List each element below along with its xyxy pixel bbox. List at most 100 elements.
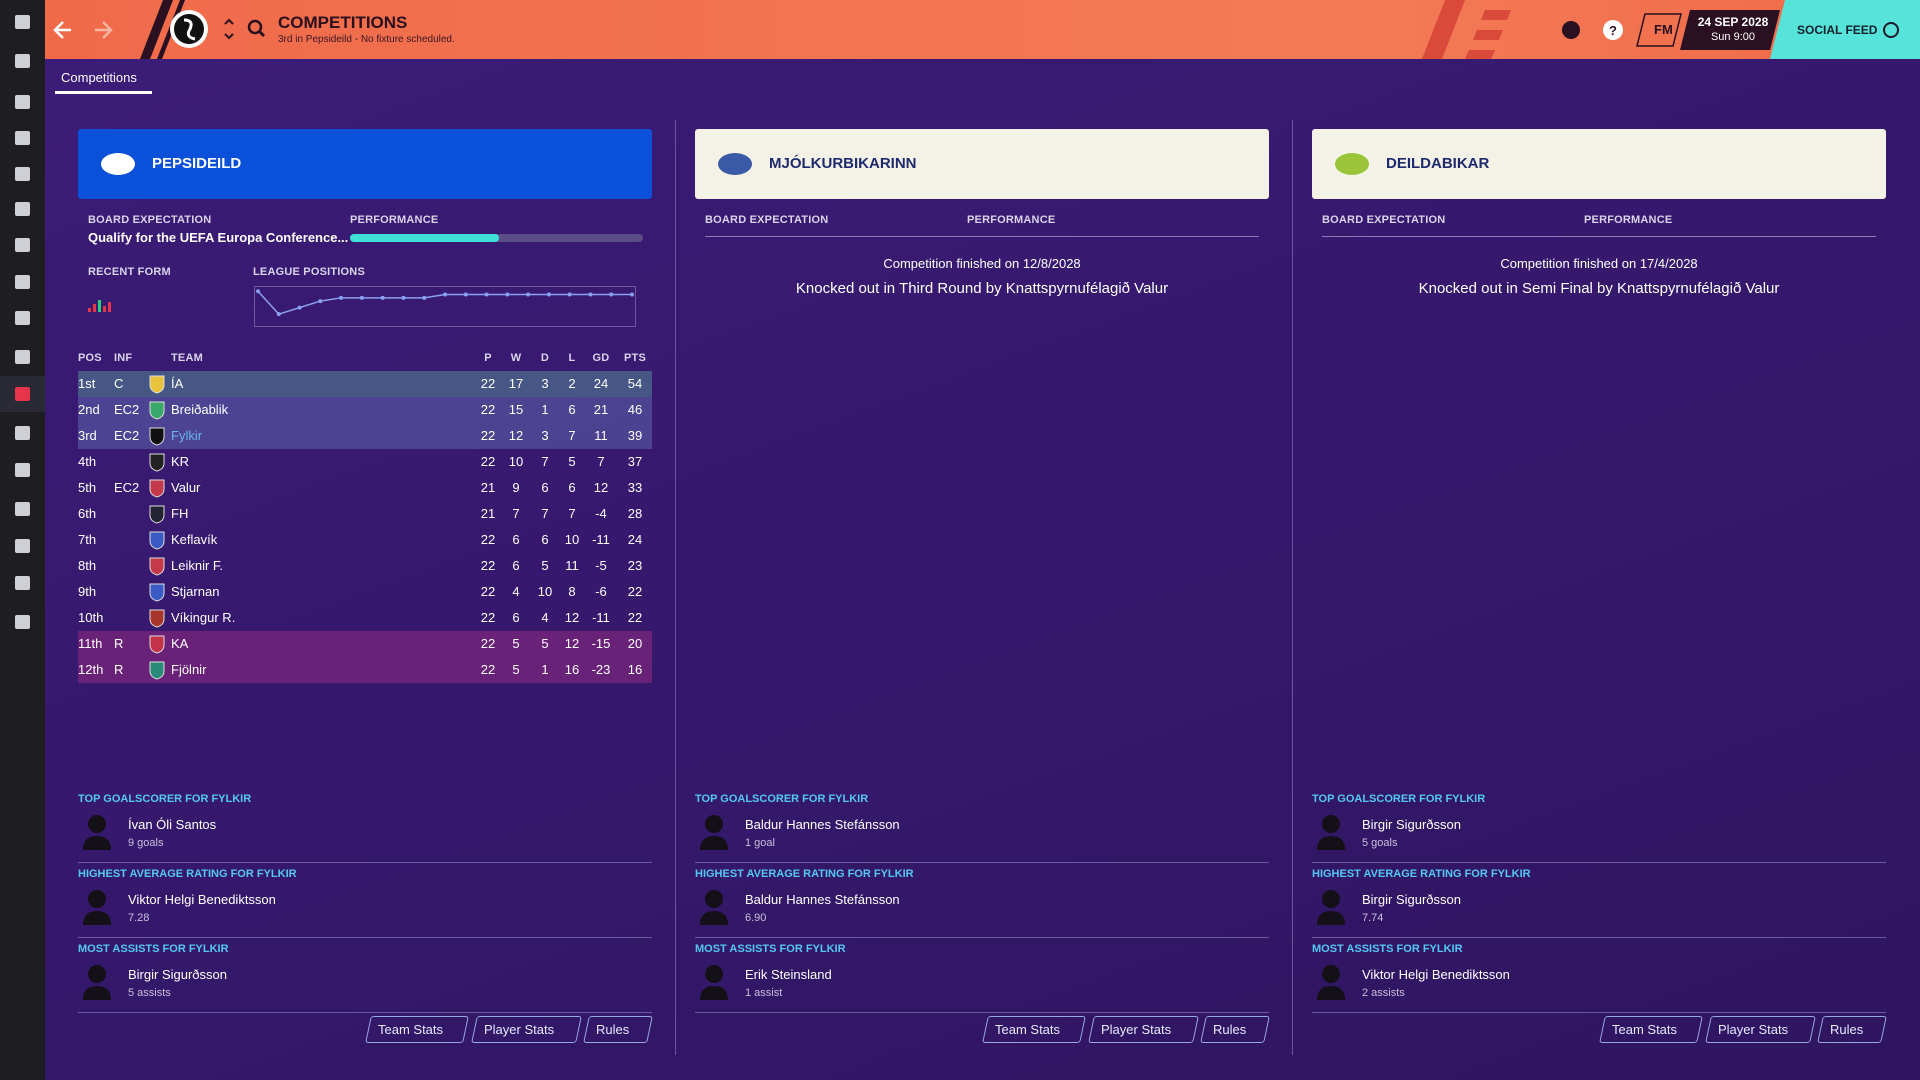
- tab[interactable]: Competitions: [61, 70, 137, 85]
- stat-title: TOP GOALSCORER FOR FYLKIR: [78, 793, 252, 805]
- brand[interactable]: FM: [1654, 22, 1673, 37]
- table-cell[interactable]: Breiðablik: [171, 402, 229, 417]
- player-name[interactable]: Birgir Sigurðsson: [128, 967, 227, 982]
- avatar-head: [1322, 890, 1340, 908]
- table-cell[interactable]: Fjölnir: [171, 662, 207, 677]
- table-cell[interactable]: KR: [171, 454, 190, 469]
- stat-button[interactable]: Team Stats: [365, 1016, 469, 1043]
- player-name[interactable]: Baldur Hannes Stefánsson: [745, 817, 900, 832]
- stat-title: MOST ASSISTS FOR FYLKIR: [695, 943, 846, 955]
- table-cell: 3rd: [78, 428, 97, 443]
- stat-button[interactable]: Player Stats: [1088, 1016, 1199, 1043]
- stat-button[interactable]: Player Stats: [471, 1016, 582, 1043]
- table-cell: -5: [595, 558, 607, 573]
- table-cell: 6: [568, 480, 576, 495]
- table-cell: 7: [512, 506, 520, 521]
- stat-separator: [1312, 937, 1886, 938]
- nav-icon: [15, 350, 30, 364]
- player-name[interactable]: Birgir Sigurðsson: [1362, 817, 1461, 832]
- table-cell: 12th: [78, 662, 104, 677]
- table-cell: 4th: [78, 454, 97, 469]
- table-header: GD: [592, 352, 610, 364]
- player-name[interactable]: Viktor Helgi Benediktsson: [128, 892, 276, 907]
- player-avatar: [83, 815, 111, 850]
- stat-button[interactable]: Team Stats: [1599, 1016, 1703, 1043]
- table-cell: 22: [480, 662, 496, 677]
- stat-button[interactable]: Player Stats: [1705, 1016, 1816, 1043]
- avatar-head: [705, 890, 723, 908]
- table-cell[interactable]: Keflavík: [171, 532, 218, 547]
- table-row[interactable]: [78, 397, 652, 423]
- button-label: Team Stats: [378, 1022, 444, 1037]
- player-name[interactable]: Erik Steinsland: [745, 967, 832, 982]
- nav-icon: [15, 131, 30, 145]
- table-cell: 6: [541, 532, 549, 547]
- table-cell[interactable]: Víkingur R.: [171, 610, 236, 625]
- table-cell[interactable]: Fylkir: [171, 428, 203, 443]
- table-cell: 22: [480, 636, 496, 651]
- table-cell: 1st: [78, 376, 96, 391]
- nav-icon: [15, 463, 30, 477]
- table-cell[interactable]: Valur: [171, 480, 201, 495]
- table-cell: 5th: [78, 480, 97, 495]
- table-header: D: [540, 352, 550, 364]
- table-row[interactable]: [78, 423, 652, 449]
- avatar-body: [700, 836, 728, 850]
- table-cell: 5: [512, 636, 520, 651]
- stat-separator: [1312, 1012, 1886, 1013]
- table-cell: 21: [480, 506, 496, 521]
- player-name[interactable]: Baldur Hannes Stefánsson: [745, 892, 900, 907]
- player-avatar: [1317, 890, 1345, 925]
- stat-detail: 5 assists: [128, 987, 171, 999]
- stat-button[interactable]: Team Stats: [982, 1016, 1086, 1043]
- table-row[interactable]: [78, 631, 652, 657]
- table-cell: 6: [512, 558, 520, 573]
- stat-separator: [1312, 862, 1886, 863]
- player-name[interactable]: Birgir Sigurðsson: [1362, 892, 1461, 907]
- table-cell: 7th: [78, 532, 97, 547]
- stat-button[interactable]: Rules: [1817, 1016, 1887, 1043]
- competition-header[interactable]: DEILDABIKAR: [1312, 129, 1886, 199]
- table-cell: 6: [541, 480, 549, 495]
- table-cell: 23: [627, 558, 643, 573]
- table-cell: C: [114, 376, 124, 391]
- table-cell: 39: [627, 428, 643, 443]
- player-name[interactable]: Ívan Óli Santos: [128, 817, 217, 832]
- stat-button[interactable]: Rules: [1200, 1016, 1270, 1043]
- avatar-head: [705, 965, 723, 983]
- social-feed[interactable]: SOCIAL FEED: [1797, 23, 1878, 37]
- recent-form-label: RECENT FORM: [88, 266, 171, 278]
- position-point: [276, 312, 281, 317]
- table-cell[interactable]: Leiknir F.: [171, 558, 224, 573]
- table-cell[interactable]: ÍA: [171, 376, 184, 391]
- competition-header[interactable]: MJÓLKURBIKARINN: [695, 129, 1269, 199]
- table-cell: 4: [541, 610, 549, 625]
- avatar-head: [1322, 965, 1340, 983]
- team-crest: [149, 401, 165, 420]
- table-cell: 46: [627, 402, 643, 417]
- table-cell: R: [114, 662, 124, 677]
- divider-line: [1322, 236, 1876, 237]
- table-row[interactable]: [78, 371, 652, 397]
- competition-logo: [718, 153, 752, 175]
- team-crest: [149, 427, 165, 446]
- table-cell[interactable]: FH: [171, 506, 189, 521]
- competition-logo: [101, 153, 135, 175]
- position-point: [318, 299, 323, 304]
- player-avatar: [1317, 815, 1345, 850]
- stat-separator: [78, 1012, 652, 1013]
- table-cell[interactable]: Stjarnan: [171, 584, 220, 599]
- crest: [149, 479, 165, 498]
- table-cell: 6th: [78, 506, 97, 521]
- svg-text:?: ?: [1609, 23, 1617, 38]
- table-cell: 16: [627, 662, 643, 677]
- avatar-body: [83, 911, 111, 925]
- table-cell[interactable]: KA: [171, 636, 189, 651]
- table-cell: 3: [541, 428, 549, 443]
- table-cell: 15: [508, 402, 524, 417]
- position-point: [588, 292, 593, 297]
- competition-header[interactable]: PEPSIDEILD: [78, 129, 652, 199]
- table-row[interactable]: [78, 657, 652, 683]
- stat-button[interactable]: Rules: [583, 1016, 653, 1043]
- player-name[interactable]: Viktor Helgi Benediktsson: [1362, 967, 1510, 982]
